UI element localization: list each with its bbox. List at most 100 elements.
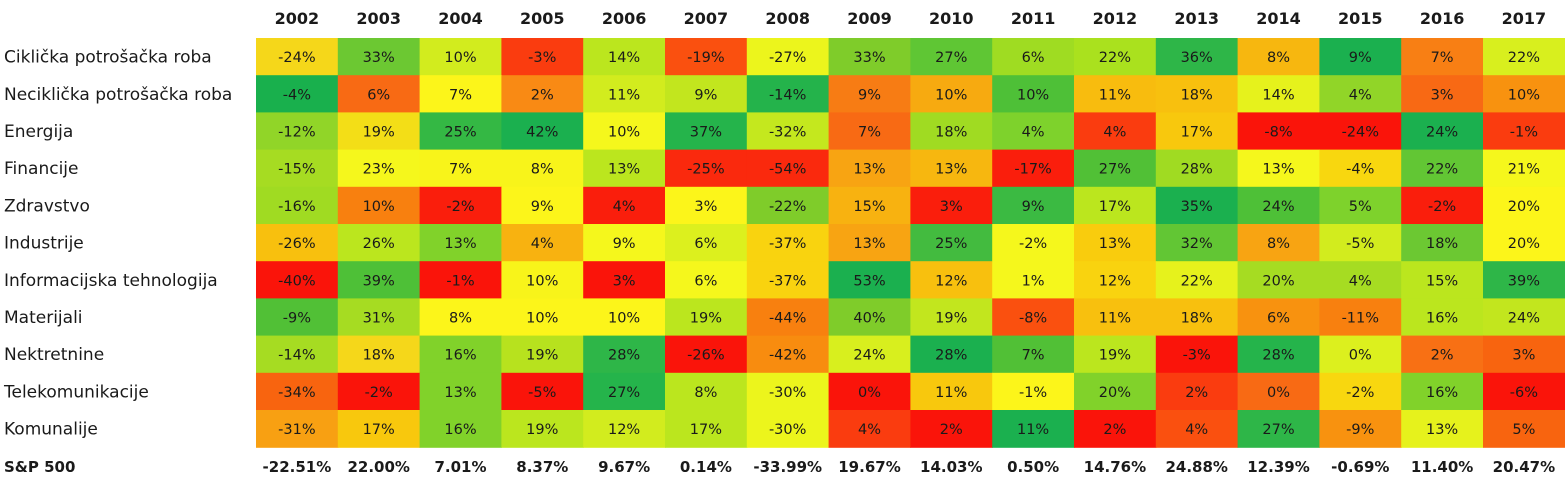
cell-value: -26% <box>278 236 315 252</box>
heatmap-cell <box>746 224 830 262</box>
heatmap-cell <box>1319 335 1402 374</box>
heatmap-cell <box>1237 261 1320 299</box>
heatmap-cell <box>910 335 993 374</box>
total-value: -22.51% <box>263 458 332 476</box>
heatmap-cell <box>501 149 584 188</box>
cell-value: -5% <box>1346 236 1374 252</box>
heatmap-cell <box>419 410 502 448</box>
cell-value: 2% <box>1185 385 1208 401</box>
cell-value: 6% <box>694 236 717 252</box>
heatmap-cell <box>992 149 1075 188</box>
cell-value: -16% <box>278 199 315 215</box>
heatmap-cell <box>1074 112 1157 151</box>
cell-value: 7% <box>449 87 472 103</box>
heatmap-cell <box>665 410 748 448</box>
cell-value: 13% <box>444 385 476 401</box>
heatmap-cell <box>1155 261 1239 299</box>
cell-value: 39% <box>363 273 395 289</box>
heatmap-cell <box>1237 298 1320 337</box>
total-value: -33.99% <box>753 458 822 476</box>
cell-value: 23% <box>363 162 395 178</box>
heatmap-cell <box>1319 149 1402 188</box>
year-header: 2011 <box>1011 9 1056 28</box>
heatmap-cell <box>1319 224 1402 262</box>
heatmap-cell <box>1401 186 1484 225</box>
heatmap-cell <box>1401 149 1484 188</box>
heatmap-cell <box>992 372 1075 411</box>
cell-value: 24% <box>1426 125 1458 141</box>
heatmap-cell <box>1237 38 1320 76</box>
sector-label: Industrije <box>4 234 84 254</box>
sector-label: Financije <box>4 159 78 179</box>
cell-value: 28% <box>608 348 640 364</box>
cell-value: 4% <box>858 422 881 438</box>
cell-value: 10% <box>935 87 967 103</box>
heatmap-cell <box>992 224 1075 262</box>
cell-value: 11% <box>1099 87 1131 103</box>
heatmap-cell <box>256 224 339 262</box>
cell-value: 6% <box>367 87 390 103</box>
heatmap-cell <box>746 112 830 151</box>
heatmap-cell <box>501 186 584 225</box>
heatmap-cell <box>1401 38 1484 76</box>
cell-value: 0% <box>1267 385 1290 401</box>
heatmap-cell <box>1155 149 1239 188</box>
cell-value: 20% <box>1099 385 1131 401</box>
heatmap-cell <box>910 75 993 113</box>
sector-label: Energija <box>4 122 73 142</box>
cell-value: 21% <box>1508 162 1540 178</box>
heatmap-cell <box>992 38 1075 76</box>
heatmap-cell <box>583 186 666 225</box>
total-value: 19.67% <box>838 458 900 476</box>
cell-value: 14% <box>608 50 640 66</box>
heatmap-cell <box>337 224 421 262</box>
total-value: 20.47% <box>1493 458 1555 476</box>
cell-value: 28% <box>1181 162 1213 178</box>
year-header: 2016 <box>1420 9 1465 28</box>
sector-label: Ciklička potrošačka roba <box>4 48 212 68</box>
heatmap-cell <box>337 149 421 188</box>
heatmap-cell <box>1483 38 1565 76</box>
heatmap-cell <box>337 298 421 337</box>
heatmap-cell <box>419 224 502 262</box>
cell-value: 13% <box>608 162 640 178</box>
heatmap-cell <box>828 38 911 76</box>
cell-value: 25% <box>935 236 967 252</box>
total-value: 8.37% <box>516 458 568 476</box>
cell-value: -44% <box>769 311 806 327</box>
cell-value: 19% <box>526 422 558 438</box>
cell-value: 18% <box>363 348 395 364</box>
heatmap-cell <box>501 224 584 262</box>
heatmap-cell <box>1483 335 1565 374</box>
heatmap-cell <box>992 186 1075 225</box>
cell-value: -6% <box>1510 385 1538 401</box>
heatmap-cell <box>419 112 502 151</box>
cell-value: 8% <box>694 385 717 401</box>
heatmap-cell <box>1483 75 1565 113</box>
heatmap-cell <box>665 372 748 411</box>
cell-value: -34% <box>278 385 315 401</box>
heatmap-cell <box>1319 75 1402 113</box>
heatmap-cell <box>256 410 339 448</box>
heatmap-cell <box>583 149 666 188</box>
heatmap-cell <box>828 186 911 225</box>
sector-label: Zdravstvo <box>4 196 90 216</box>
total-label: S&P 500 <box>4 458 75 476</box>
cell-value: -27% <box>769 50 806 66</box>
cell-value: 2% <box>1103 422 1126 438</box>
heatmap-cell <box>1237 372 1320 411</box>
heatmap-cell <box>828 149 911 188</box>
cell-value: -1% <box>1019 385 1047 401</box>
heatmap-cell <box>501 112 584 151</box>
heatmap-cell <box>1155 410 1239 448</box>
heatmap-cell <box>910 149 993 188</box>
heatmap-cell <box>419 335 502 374</box>
heatmap-cell <box>419 298 502 337</box>
heatmap-cell <box>1074 372 1157 411</box>
cell-value: -9% <box>283 311 311 327</box>
year-header: 2014 <box>1256 9 1301 28</box>
cell-value: -26% <box>687 348 724 364</box>
cell-value: 4% <box>1103 125 1126 141</box>
cell-value: 7% <box>858 125 881 141</box>
heatmap-cell <box>501 38 584 76</box>
